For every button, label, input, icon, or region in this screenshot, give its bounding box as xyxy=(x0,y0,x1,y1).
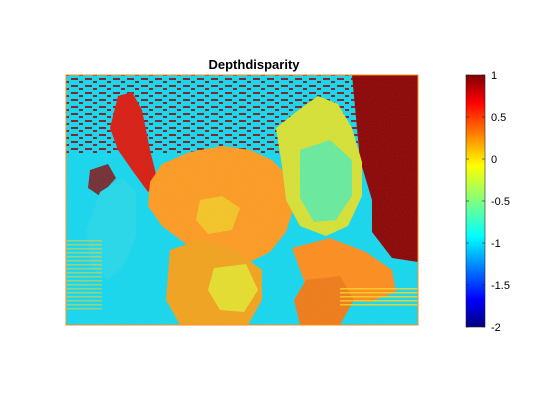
colorbar-ticks: 1 0.5 0 -0.5 -1 -1.5 -2 xyxy=(466,70,510,334)
colorbar-tick-label: -2 xyxy=(491,322,501,334)
figure-title: Depthdisparity xyxy=(208,57,300,72)
colorbar: 1 0.5 0 -0.5 -1 -1.5 -2 xyxy=(465,70,510,334)
colorbar-tick-label: -1 xyxy=(491,238,501,250)
colorbar-tick-label: -1.5 xyxy=(491,280,510,292)
disparity-image xyxy=(66,75,418,325)
colorbar-tick-label: -0.5 xyxy=(491,196,510,208)
colorbar-tick-label: 1 xyxy=(491,70,497,82)
colorbar-tick-label: 0 xyxy=(491,154,497,166)
image-border xyxy=(65,74,419,326)
colorbar-tick-label: 0.5 xyxy=(491,112,506,124)
